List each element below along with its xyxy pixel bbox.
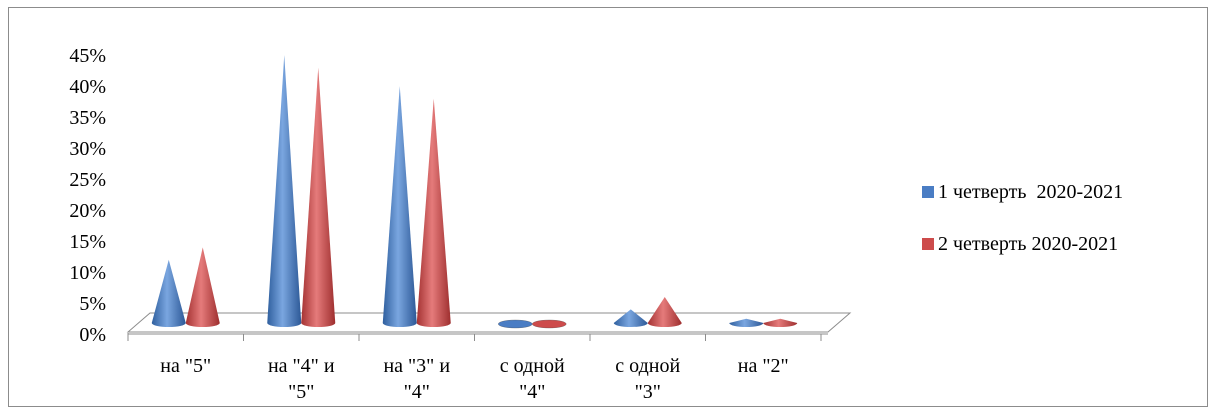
- y-tick-label: 5%: [79, 293, 106, 315]
- x-tick-marks: [127, 334, 822, 341]
- cone-mark: [498, 319, 533, 329]
- y-tick-label: 15%: [69, 231, 106, 253]
- cone-body: [382, 86, 417, 327]
- legend-swatch-series-2: [922, 238, 934, 250]
- y-tick-label: 25%: [69, 169, 106, 191]
- cone-mark: [647, 297, 682, 327]
- cone-body: [151, 259, 186, 327]
- y-tick-label: 45%: [69, 45, 106, 67]
- x-category-label: на "4" и "5": [268, 355, 335, 403]
- cone-mark: [729, 318, 764, 327]
- y-tick-label: 30%: [69, 138, 106, 160]
- cone-marks: [151, 55, 798, 329]
- cone-body: [729, 318, 764, 327]
- legend-swatch-series-1: [922, 186, 934, 198]
- cone-body: [647, 297, 682, 327]
- cone-body: [613, 309, 648, 327]
- y-tick-label: 20%: [69, 200, 106, 222]
- y-tick-label: 35%: [69, 107, 106, 129]
- x-category-label: на "5": [160, 355, 211, 377]
- cone-body: [763, 318, 798, 327]
- cone-mark: [185, 247, 220, 327]
- cone-mark: [613, 309, 648, 327]
- cone-body: [301, 67, 336, 327]
- x-category-label: на "3" и "4": [383, 355, 450, 403]
- cone-mark: [382, 86, 417, 327]
- cone-base: [532, 319, 567, 329]
- cone-mark: [416, 98, 451, 327]
- cone-mark: [267, 55, 302, 327]
- cone-body: [185, 247, 220, 327]
- x-category-label: с одной "4": [500, 355, 565, 403]
- cone-base: [498, 319, 533, 329]
- cone-mark: [151, 259, 186, 327]
- chart-frame: [8, 7, 1208, 407]
- cone-body: [267, 55, 302, 327]
- cone-body: [416, 98, 451, 327]
- cone-mark: [532, 319, 567, 329]
- cone-mark: [301, 67, 336, 327]
- y-tick-label: 40%: [69, 76, 106, 98]
- legend-label-series-2: 2 четверть 2020-2021: [938, 233, 1118, 255]
- legend-label-series-1: 1 четверть 2020-2021: [938, 181, 1123, 203]
- x-category-label: с одной "3": [615, 355, 680, 403]
- x-category-label: на "2": [738, 355, 789, 377]
- y-tick-label: 10%: [69, 262, 106, 284]
- x-category-labels: на "5" на "4" и "5" на "3" и "4" с одной "4" с …: [160, 355, 788, 403]
- y-tick-labels: 0% 5% 10% 15% 20% 25% 30% 35% 40% 45%: [69, 45, 106, 346]
- cone-mark: [763, 318, 798, 327]
- legend: 1 четверть 2020-2021 2 четверть 2020-202…: [922, 181, 1123, 255]
- y-tick-label: 0%: [79, 324, 106, 346]
